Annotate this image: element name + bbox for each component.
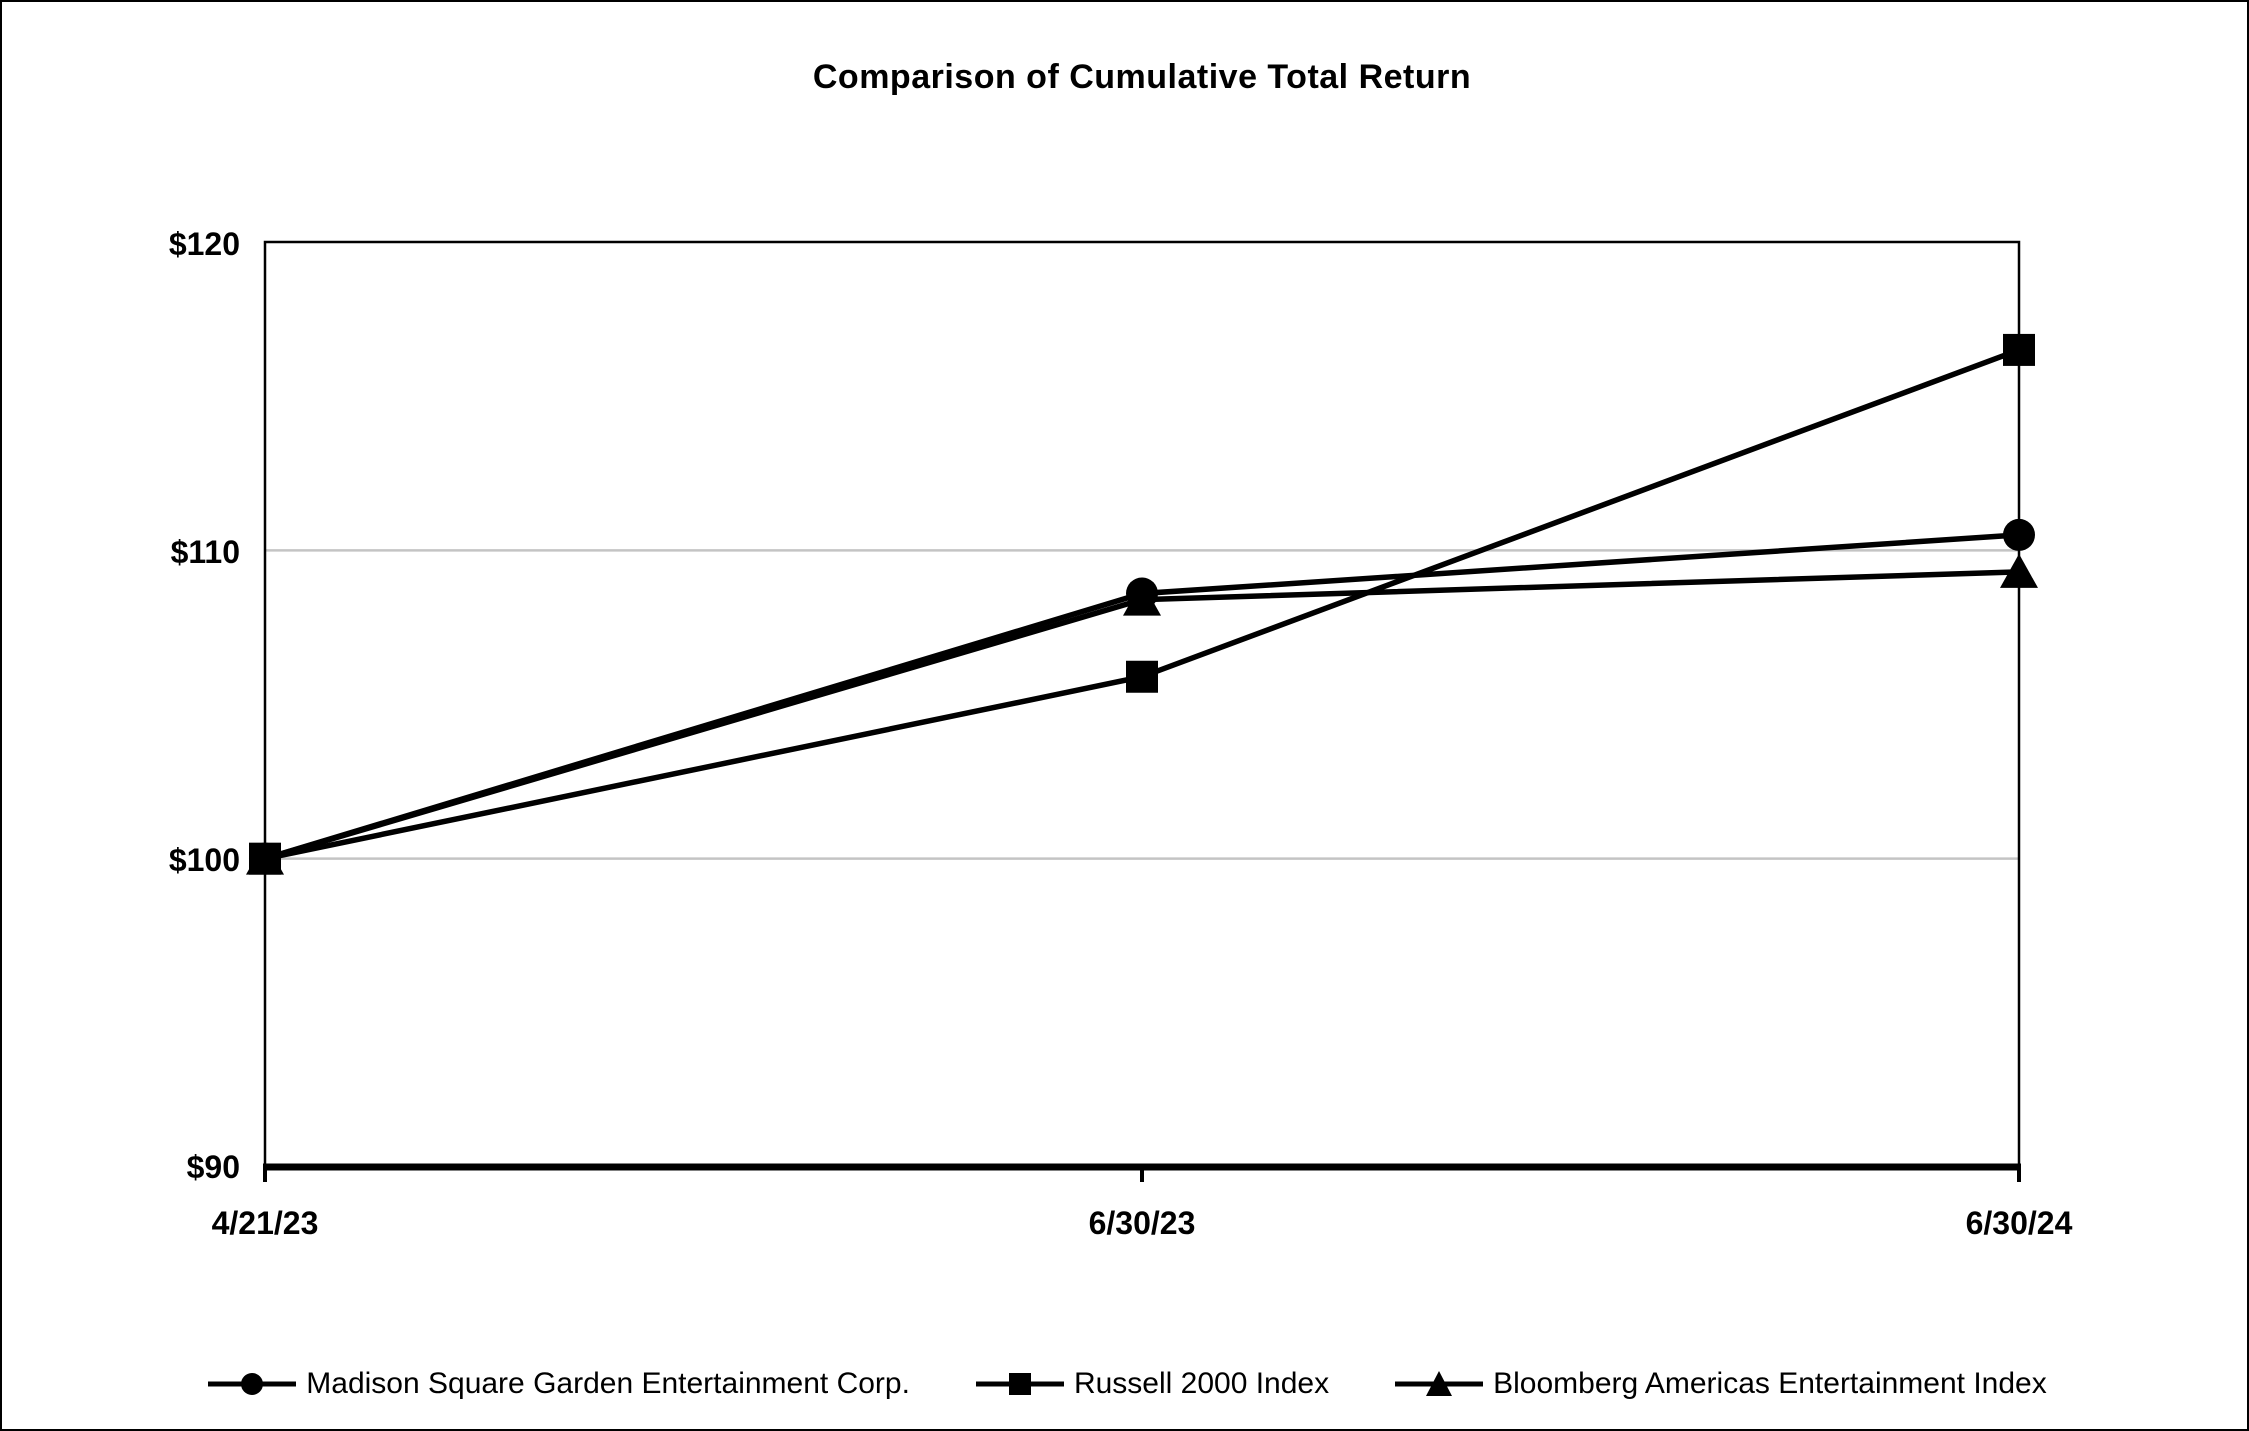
y-tick-label: $100	[169, 842, 240, 878]
x-tick-label: 6/30/23	[1089, 1205, 1196, 1241]
triangle-marker-icon	[1395, 1371, 1484, 1396]
square-data-marker	[1126, 660, 1158, 693]
triangle-data-marker	[2000, 553, 2038, 588]
y-tick-label: $110	[171, 534, 240, 570]
legend-label: Madison Square Garden Entertainment Corp…	[306, 1367, 910, 1400]
y-tick-label: $120	[169, 226, 240, 262]
plot-border	[263, 240, 2021, 1169]
x-tick-label: 4/21/23	[212, 1205, 319, 1241]
x-tick-group	[263, 1167, 2021, 1182]
circle-data-marker	[1126, 577, 1158, 610]
chart-legend: Madison Square Garden Entertainment Corp…	[2, 1367, 2247, 1401]
legend-item-russell-2000: Russell 2000 Index	[974, 1367, 1329, 1401]
square-marker-icon	[975, 1373, 1064, 1395]
legend-item-bloomberg-entertainment: Bloomberg Americas Entertainment Index	[1393, 1367, 2047, 1401]
series-group	[246, 333, 2038, 875]
legend-label: Russell 2000 Index	[1073, 1367, 1330, 1400]
legend-label: Bloomberg Americas Entertainment Index	[1493, 1367, 2047, 1400]
circle-data-marker	[2003, 518, 2035, 551]
circle-marker-icon	[208, 1373, 297, 1395]
chart-title: Comparison of Cumulative Total Return	[812, 58, 1472, 96]
square-data-marker	[2003, 333, 2035, 366]
gridline-group	[265, 549, 2019, 860]
y-tick-label: $90	[187, 1149, 240, 1185]
x-tick-label: 6/30/24	[1966, 1205, 2073, 1241]
legend-item-msg-entertainment: Madison Square Garden Entertainment Corp…	[206, 1367, 910, 1401]
circle-data-marker	[249, 842, 281, 875]
